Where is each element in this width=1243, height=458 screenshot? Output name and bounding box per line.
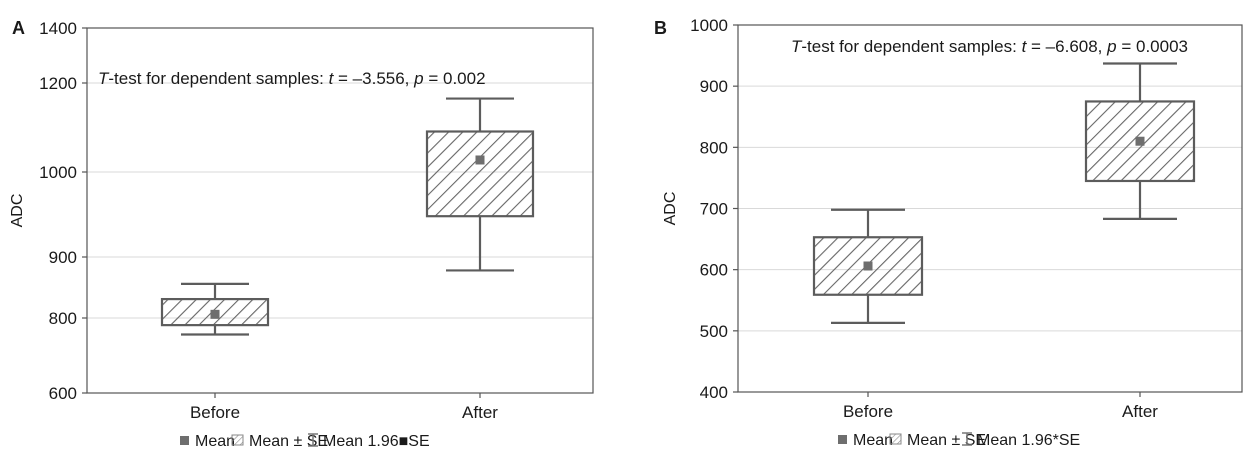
y-tick-label: 900	[49, 248, 77, 267]
whisker-icon	[962, 432, 972, 446]
y-tick-label: 700	[700, 200, 728, 219]
y-tick-label: 800	[49, 309, 77, 328]
y-tick-label: 800	[700, 138, 728, 157]
y-tick-label: 1400	[39, 19, 77, 38]
legend-mean: Mean	[853, 432, 893, 449]
y-tick-label: 1000	[39, 163, 77, 182]
test-annotation: T-test for dependent samples: t = –6.608…	[791, 37, 1188, 56]
chart-panel-a: 600 800 900 1000 1200 1400 ADC A Before After T-te…	[9, 18, 594, 450]
mean-marker	[1135, 136, 1145, 146]
box-before	[812, 208, 924, 324]
whisker-icon	[308, 433, 318, 447]
legend-se: Mean ± SE	[249, 433, 328, 450]
annotation-t-value: = –6.608,	[1026, 37, 1107, 56]
panel-label: B	[654, 18, 667, 38]
annotation-t-italic: T	[791, 37, 803, 56]
panel-label: A	[12, 18, 25, 38]
annotation-t-value: = –3.556,	[333, 69, 414, 88]
box-before	[160, 282, 270, 336]
mean-marker	[863, 261, 873, 271]
y-tick-label: 600	[49, 384, 77, 403]
y-tick-label: 500	[700, 322, 728, 341]
box-after	[425, 97, 535, 272]
y-tick-label: 1200	[39, 74, 77, 93]
annotation-p-value: = 0.002	[424, 69, 486, 88]
legend-se: Mean ± SE	[907, 432, 986, 449]
y-tick-label: 600	[700, 261, 728, 280]
square-marker-icon	[180, 436, 189, 445]
hatched-box-icon	[231, 434, 244, 446]
legend-ci: Mean 1.96■SE	[323, 433, 430, 450]
chart-panel-b: 400 500 600 700 800 900 1000 ADC B Before After T-t…	[654, 16, 1243, 449]
y-tick-label: 400	[700, 383, 728, 402]
x-tick-label: After	[462, 403, 498, 422]
x-tick-label: Before	[843, 402, 893, 421]
mean-marker	[210, 309, 220, 319]
x-tick-label: Before	[190, 403, 240, 422]
annotation-t-var: t	[1022, 37, 1028, 56]
annotation-t-italic: T	[98, 69, 110, 88]
y-axis-label: ADC	[9, 194, 26, 228]
annotation-text: -test for dependent samples:	[801, 37, 1021, 56]
annotation-text: -test for dependent samples:	[108, 69, 328, 88]
test-annotation: T-test for dependent samples: t = –3.556…	[98, 69, 486, 88]
legend-mean: Mean	[195, 433, 235, 450]
annotation-p-var: p	[1106, 37, 1116, 56]
annotation-p-var: p	[413, 69, 423, 88]
y-tick-label: 900	[700, 77, 728, 96]
mean-marker	[475, 155, 485, 165]
x-tick-label: After	[1122, 402, 1158, 421]
plot-frame	[86, 27, 594, 394]
y-tick-label: 1000	[690, 16, 728, 35]
hatched-box-icon	[889, 433, 902, 445]
y-axis-label: ADC	[662, 192, 679, 226]
box-after	[1084, 62, 1196, 220]
se-box	[425, 130, 535, 218]
annotation-t-var: t	[329, 69, 335, 88]
square-marker-icon	[838, 435, 847, 444]
legend-ci: Mean 1.96*SE	[977, 432, 1080, 449]
annotation-p-value: = 0.0003	[1117, 37, 1188, 56]
